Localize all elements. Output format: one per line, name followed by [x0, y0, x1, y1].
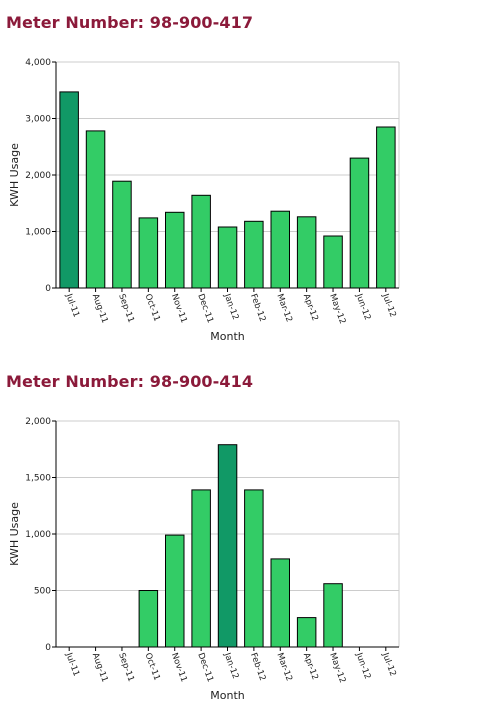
- bar-apr-12: [296, 617, 317, 648]
- x-tick-label: Dec-11: [195, 293, 215, 325]
- y-tick-label: 4,000: [25, 58, 51, 68]
- x-tick-label: Nov-11: [169, 652, 189, 684]
- x-tick-label: Aug-11: [90, 293, 110, 325]
- bar-sep-11: [112, 180, 132, 289]
- bar-nov-11: [165, 211, 185, 289]
- x-tick-label: Nov-11: [169, 293, 189, 325]
- y-tick-label: 0: [45, 643, 51, 653]
- kwh-bar-chart-1: 0 1,000 2,000 3,000 4,000 Jul-11 Aug-11 Sep-11 O…: [8, 58, 400, 343]
- x-tick-label: Oct-11: [143, 652, 162, 682]
- bar-may-12: [323, 583, 343, 648]
- y-tick-label: 1,000: [25, 530, 51, 540]
- x-tick-label: Feb-12: [248, 652, 267, 683]
- bar-apr-12: [296, 216, 317, 289]
- y-tick-label: 1,000: [25, 228, 51, 238]
- bar-mar-12: [270, 558, 290, 648]
- bar-feb-12: [244, 220, 264, 289]
- x-tick-label: Jul-11: [63, 292, 81, 319]
- y-tick-label: 1,500: [25, 474, 51, 484]
- x-tick-label: Jun-12: [353, 651, 372, 681]
- x-tick-label: Jul-12: [380, 292, 398, 319]
- y-tick-label: 3,000: [25, 115, 51, 125]
- x-tick-label: Mar-12: [274, 293, 293, 324]
- x-tick-label: Apr-12: [301, 293, 320, 323]
- x-tick-label: Oct-11: [143, 293, 162, 323]
- bar-dec-11: [191, 194, 211, 289]
- y-tick-label: 0: [45, 284, 51, 294]
- bar-jan-12: [217, 226, 238, 289]
- bar-jul-11: [59, 91, 79, 289]
- x-tick-label: Mar-12: [274, 652, 293, 683]
- x-tick-label: Jan-12: [221, 292, 240, 322]
- x-axis-label: Month: [210, 689, 245, 702]
- bar-oct-11: [138, 217, 159, 289]
- y-tick-label: 2,000: [25, 417, 51, 427]
- y-tick-label: 500: [34, 587, 51, 597]
- bar-nov-11: [165, 534, 185, 648]
- bar-may-12: [323, 235, 343, 289]
- meter-title-2: Meter Number: 98-900-414: [6, 372, 254, 391]
- bar-dec-11: [191, 489, 211, 648]
- bar-feb-12: [244, 489, 264, 648]
- x-axis-label: Month: [210, 330, 245, 343]
- x-tick-label: May-12: [327, 293, 347, 326]
- x-tick-label: Apr-12: [301, 652, 320, 682]
- x-tick-label: Sep-11: [116, 293, 136, 325]
- bar-jun-12: [349, 157, 370, 289]
- x-tick-label: Jul-11: [63, 651, 81, 678]
- bar-mar-12: [270, 210, 290, 289]
- kwh-bar-chart-2: 0 500 1,000 1,500 2,000 Jul-11 Aug-11 Sep-11 Oct…: [8, 417, 400, 702]
- x-tick-label: May-12: [327, 652, 347, 685]
- x-tick-label: Jan-12: [221, 651, 240, 681]
- x-tick-label: Aug-11: [90, 652, 110, 684]
- y-axis-label: KWH Usage: [8, 143, 21, 207]
- bar-jul-12: [376, 126, 396, 289]
- x-tick-label: Sep-11: [116, 652, 136, 684]
- meter-title-1: Meter Number: 98-900-417: [6, 13, 254, 32]
- x-tick-label: Dec-11: [195, 652, 215, 684]
- x-tick-label: Jul-12: [380, 651, 398, 678]
- x-tick-label: Feb-12: [248, 293, 267, 324]
- bar-jan-12: [217, 444, 238, 648]
- y-axis-label: KWH Usage: [8, 502, 21, 566]
- bar-aug-11: [85, 130, 106, 289]
- y-tick-label: 2,000: [25, 171, 51, 181]
- bar-oct-11: [138, 590, 159, 648]
- x-tick-label: Jun-12: [353, 292, 372, 322]
